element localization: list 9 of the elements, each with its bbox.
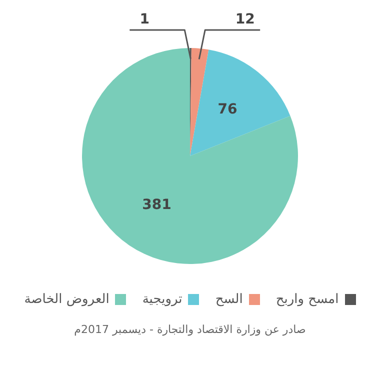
legend-label: السح — [215, 292, 243, 307]
data-label: 76 — [218, 102, 238, 118]
legend-label: العروض الخاصة — [24, 292, 110, 307]
data-label: 12 — [235, 12, 255, 28]
data-label: 381 — [142, 196, 172, 213]
data-label: 1 — [140, 12, 150, 28]
legend-label: امسح واربح — [276, 292, 339, 307]
legend-label: ترويجية — [142, 292, 182, 307]
text: صادر عن وزارة الاقتصاد والتجارة - ديسمبر 2017م — [73, 323, 307, 336]
